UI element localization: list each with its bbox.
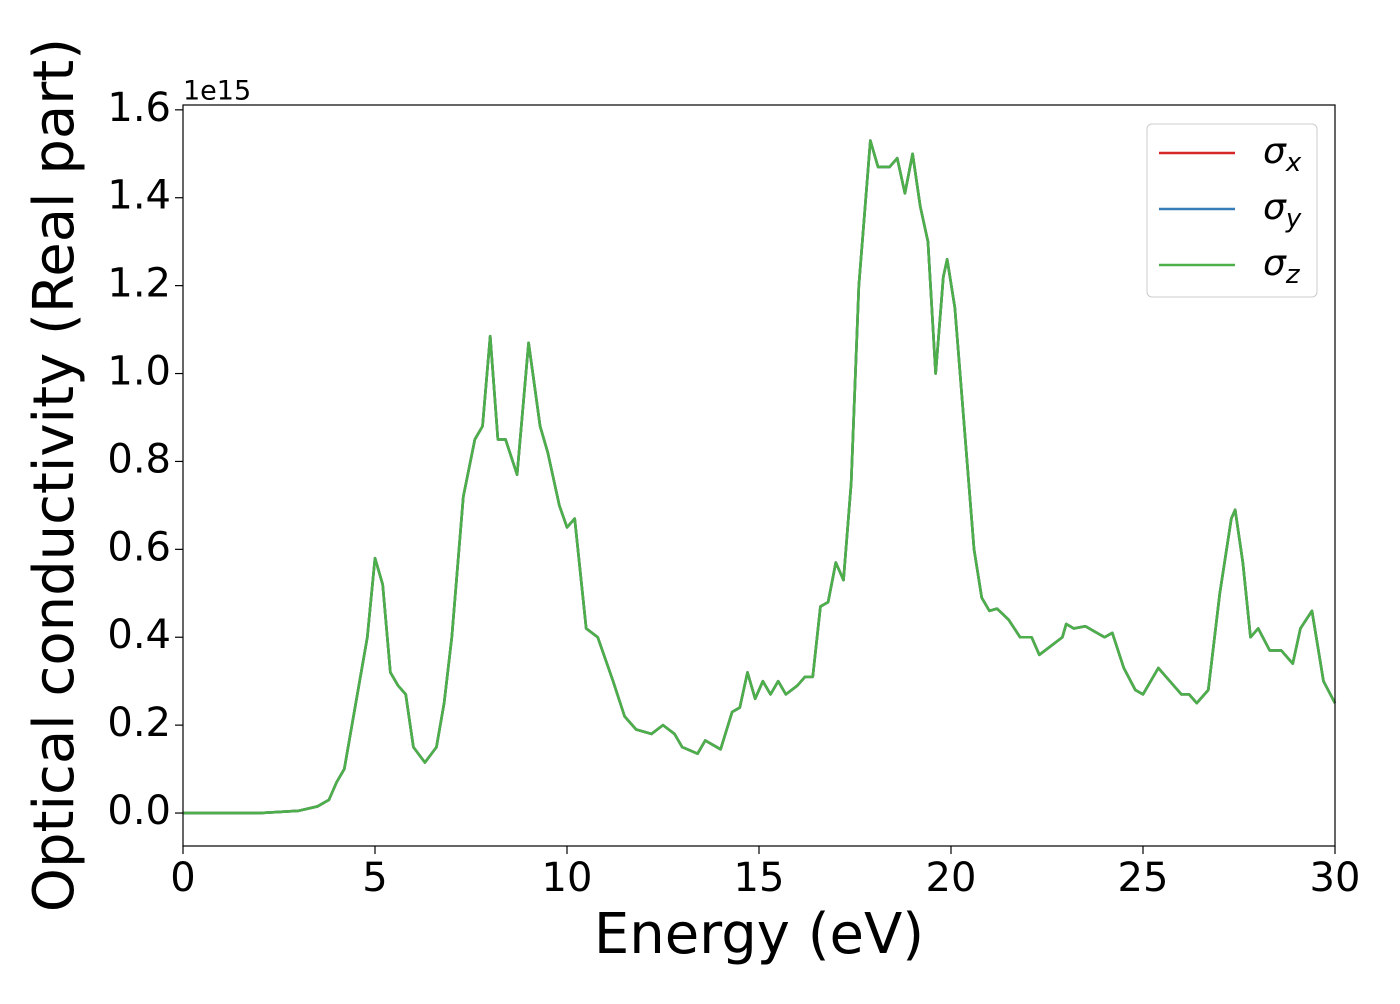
series-line (183, 139, 1337, 815)
x-tick-label: 20 (926, 855, 977, 901)
y-axis-label: Optical conductivity (Real part) (22, 38, 87, 912)
y-tick-label: 0.2 (107, 700, 171, 746)
x-tick-label: 5 (362, 855, 387, 901)
y-tick-label: 0.6 (107, 524, 171, 570)
x-axis-label: Energy (eV) (594, 902, 924, 967)
legend-label: σx (1263, 131, 1302, 178)
legend-label: σz (1263, 243, 1301, 290)
y-tick-label: 1.0 (107, 349, 171, 395)
x-tick-label: 0 (170, 855, 195, 901)
legend: σx σy σz (1146, 123, 1318, 298)
x-tick-label: 30 (1310, 855, 1361, 901)
y-tick-label: 1.2 (107, 261, 171, 307)
y-offset-text: 1e15 (183, 76, 251, 107)
y-tick-label: 1.6 (107, 85, 171, 131)
x-tick-label: 25 (1118, 855, 1169, 901)
legend-label: σy (1263, 187, 1302, 234)
plot-frame (182, 104, 1336, 847)
legend-box (1146, 123, 1318, 298)
y-tick-label: 0.8 (107, 436, 171, 482)
y-tick-label: 0.4 (107, 612, 171, 658)
x-tick-label: 15 (734, 855, 785, 901)
y-tick-label: 0.0 (107, 788, 171, 834)
y-tick-label: 1.4 (107, 173, 171, 219)
x-tick-label: 10 (542, 855, 593, 901)
